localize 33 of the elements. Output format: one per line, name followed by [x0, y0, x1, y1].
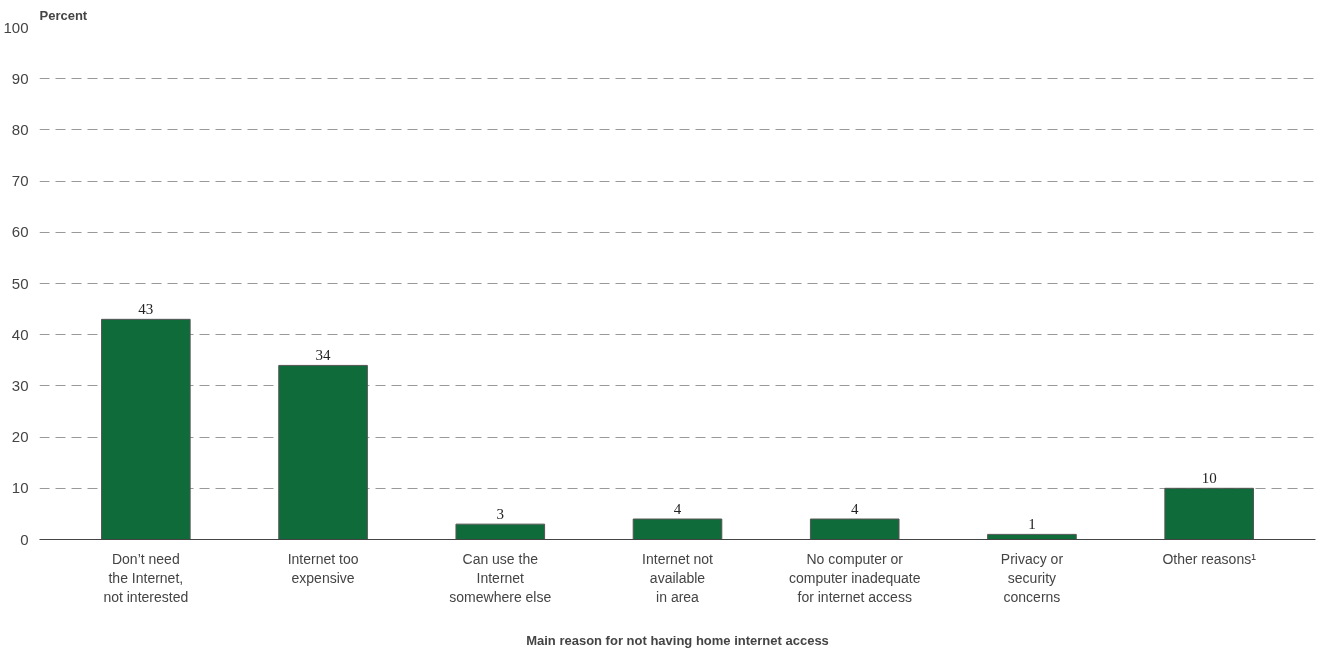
x-axis-title: Main reason for not having home internet access: [526, 632, 829, 648]
y-tick-label: 30: [11, 376, 29, 394]
data-label: 4: [673, 501, 682, 518]
bar: [632, 518, 723, 540]
y-tick-label: 70: [11, 172, 29, 190]
bar: [809, 518, 900, 540]
x-tick-label: Other reasons¹: [1162, 550, 1257, 567]
y-tick-label: 50: [11, 274, 29, 292]
data-label: 10: [1201, 470, 1217, 487]
y-tick-label: 60: [11, 223, 29, 241]
y-tick-label: 20: [11, 428, 29, 446]
bar: [278, 364, 368, 540]
y-axis-title: Percent: [39, 7, 88, 23]
bar: [1164, 487, 1254, 540]
bar: [101, 318, 191, 540]
x-tick-label: Internet not available in area: [642, 550, 714, 605]
y-tick-label: 100: [3, 18, 29, 36]
x-tick-label: No computer or computer inadequate for internet access: [788, 550, 921, 605]
y-tick-label: 90: [11, 69, 29, 87]
y-tick-label: 10: [11, 479, 29, 497]
x-tick-label: Internet too expensive: [287, 550, 359, 586]
x-tick-label: Don’t need the Internet, not interested: [103, 550, 189, 605]
data-label: 34: [315, 347, 332, 364]
data-label: 3: [496, 506, 505, 523]
y-tick-label: 80: [11, 120, 29, 138]
data-label: 4: [850, 501, 859, 518]
y-tick-label: 40: [11, 325, 29, 343]
bar: [455, 523, 546, 540]
y-tick-label: 0: [20, 530, 29, 548]
x-tick-label: Can use the Internet somewhere else: [449, 550, 552, 605]
data-label: 43: [138, 301, 154, 318]
x-tick-label: Privacy or security concerns: [1000, 550, 1064, 605]
data-label: 1: [1028, 516, 1036, 533]
